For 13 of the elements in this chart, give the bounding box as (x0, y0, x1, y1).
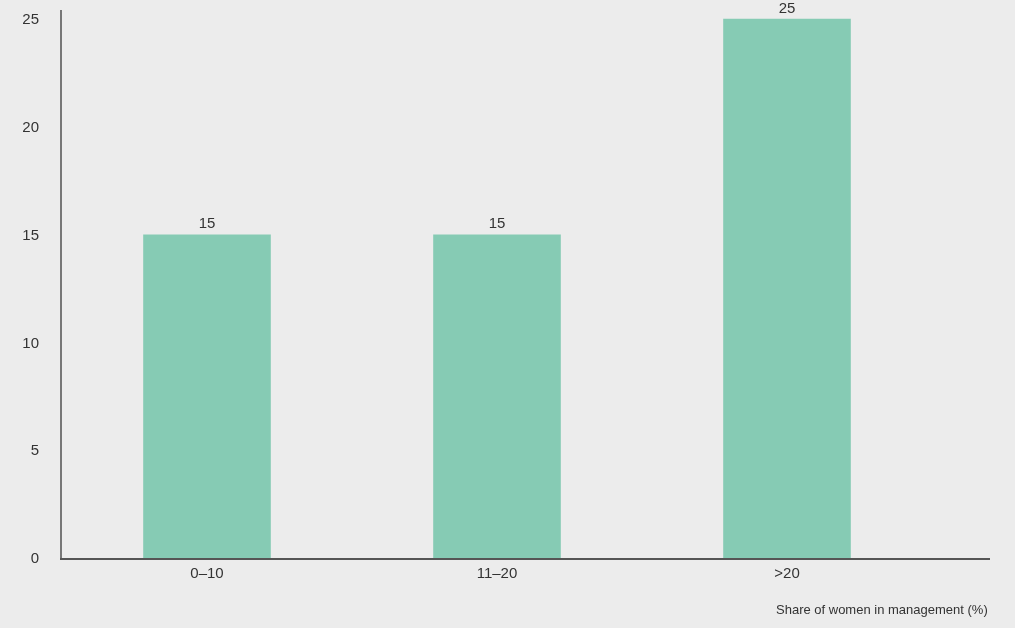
data-label: 15 (198, 214, 216, 232)
data-label: 15 (488, 214, 506, 232)
x-tick-label: 0–10 (190, 563, 224, 581)
data-label: 25 (778, 0, 796, 16)
y-tick-label: 0 (30, 549, 39, 567)
x-tick-label: >20 (774, 563, 800, 581)
x-tick-label: 11–20 (476, 563, 518, 581)
x-axis-title: Share of women in management (%) (776, 602, 988, 617)
y-tick-label: 15 (22, 225, 39, 243)
y-tick-label: 10 (22, 333, 39, 351)
y-tick-label: 25 (22, 9, 39, 27)
y-tick-label: 20 (22, 117, 39, 135)
y-tick-label: 5 (30, 441, 39, 459)
